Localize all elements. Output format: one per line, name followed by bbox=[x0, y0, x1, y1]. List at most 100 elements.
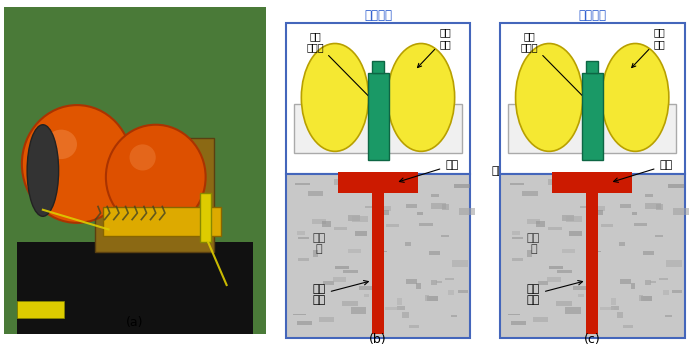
Bar bbox=[355, 231, 368, 236]
Bar bbox=[512, 237, 523, 239]
Text: 重块: 重块 bbox=[400, 160, 459, 182]
Bar bbox=[533, 317, 548, 322]
Bar bbox=[342, 270, 358, 273]
Bar bbox=[549, 266, 563, 269]
Bar bbox=[617, 311, 623, 318]
Bar bbox=[552, 172, 632, 193]
Bar bbox=[587, 61, 598, 73]
Bar bbox=[673, 208, 689, 215]
Bar bbox=[445, 278, 454, 280]
Bar bbox=[562, 249, 575, 253]
Bar bbox=[672, 290, 682, 293]
Bar bbox=[600, 307, 614, 309]
Bar bbox=[634, 223, 647, 226]
Ellipse shape bbox=[302, 44, 368, 151]
Bar bbox=[429, 251, 440, 255]
Bar bbox=[405, 204, 416, 208]
Bar bbox=[388, 186, 401, 190]
Bar bbox=[322, 221, 331, 227]
Bar bbox=[510, 183, 524, 185]
Ellipse shape bbox=[515, 44, 582, 151]
Bar bbox=[386, 224, 399, 227]
Bar bbox=[610, 298, 616, 305]
Text: 记录
单元: 记录 单元 bbox=[631, 27, 665, 68]
Text: 重块: 重块 bbox=[614, 160, 673, 182]
Bar bbox=[377, 251, 386, 252]
Bar bbox=[556, 301, 572, 307]
Bar bbox=[17, 243, 253, 334]
Bar bbox=[298, 231, 305, 235]
Bar bbox=[500, 174, 685, 338]
Bar bbox=[526, 219, 540, 224]
Bar bbox=[508, 104, 676, 153]
Bar bbox=[406, 279, 416, 284]
Bar bbox=[378, 206, 391, 211]
Bar bbox=[601, 224, 613, 227]
Bar bbox=[573, 286, 588, 290]
Bar bbox=[527, 250, 532, 256]
Bar bbox=[556, 270, 572, 273]
Bar bbox=[356, 183, 370, 188]
Bar bbox=[612, 178, 618, 182]
Bar bbox=[200, 193, 211, 243]
Bar bbox=[332, 277, 346, 282]
Bar bbox=[592, 206, 605, 211]
Bar bbox=[368, 73, 388, 160]
Bar bbox=[666, 260, 682, 267]
Bar bbox=[569, 231, 582, 236]
Bar bbox=[454, 184, 470, 188]
Bar bbox=[512, 322, 526, 325]
Bar bbox=[458, 290, 468, 293]
Ellipse shape bbox=[130, 144, 155, 171]
Text: 沉积
物: 沉积 物 bbox=[527, 233, 540, 254]
Bar bbox=[645, 194, 653, 197]
Bar bbox=[286, 23, 470, 174]
Bar bbox=[442, 204, 449, 210]
Bar bbox=[452, 260, 468, 267]
Text: (c): (c) bbox=[584, 333, 601, 346]
Text: 释放回收: 释放回收 bbox=[578, 9, 606, 22]
Bar bbox=[419, 223, 433, 226]
Bar bbox=[308, 191, 323, 196]
Bar bbox=[359, 286, 374, 290]
Bar bbox=[352, 216, 368, 222]
Bar bbox=[348, 215, 360, 221]
Bar bbox=[294, 104, 462, 153]
Bar bbox=[631, 284, 635, 288]
Bar bbox=[522, 191, 538, 196]
Bar bbox=[591, 251, 601, 252]
Bar bbox=[417, 212, 423, 215]
Bar bbox=[459, 208, 475, 215]
Bar bbox=[398, 306, 405, 310]
Bar bbox=[364, 294, 370, 297]
Text: 温度
探针: 温度 探针 bbox=[527, 280, 582, 305]
Bar bbox=[654, 235, 663, 237]
Bar bbox=[536, 221, 545, 227]
Ellipse shape bbox=[22, 105, 132, 223]
Bar bbox=[323, 281, 335, 285]
Bar bbox=[313, 250, 318, 256]
Bar bbox=[402, 311, 409, 318]
Bar bbox=[372, 193, 384, 334]
Bar bbox=[548, 227, 561, 230]
Bar bbox=[405, 242, 410, 246]
Bar bbox=[295, 183, 310, 185]
Bar bbox=[587, 193, 598, 334]
Text: (b): (b) bbox=[369, 333, 387, 346]
Bar bbox=[639, 295, 643, 301]
Bar bbox=[538, 281, 549, 285]
Bar bbox=[659, 278, 668, 280]
Text: 温度
探针: 温度 探针 bbox=[313, 280, 368, 305]
Bar bbox=[620, 242, 624, 246]
Bar bbox=[500, 23, 685, 174]
Bar bbox=[351, 307, 367, 314]
Bar bbox=[372, 61, 384, 73]
Bar bbox=[298, 237, 309, 239]
Ellipse shape bbox=[601, 44, 669, 151]
Bar bbox=[508, 314, 520, 315]
Bar bbox=[440, 235, 449, 237]
Bar bbox=[435, 280, 442, 283]
Bar bbox=[578, 294, 584, 297]
Bar bbox=[104, 206, 221, 236]
Bar bbox=[334, 227, 347, 230]
